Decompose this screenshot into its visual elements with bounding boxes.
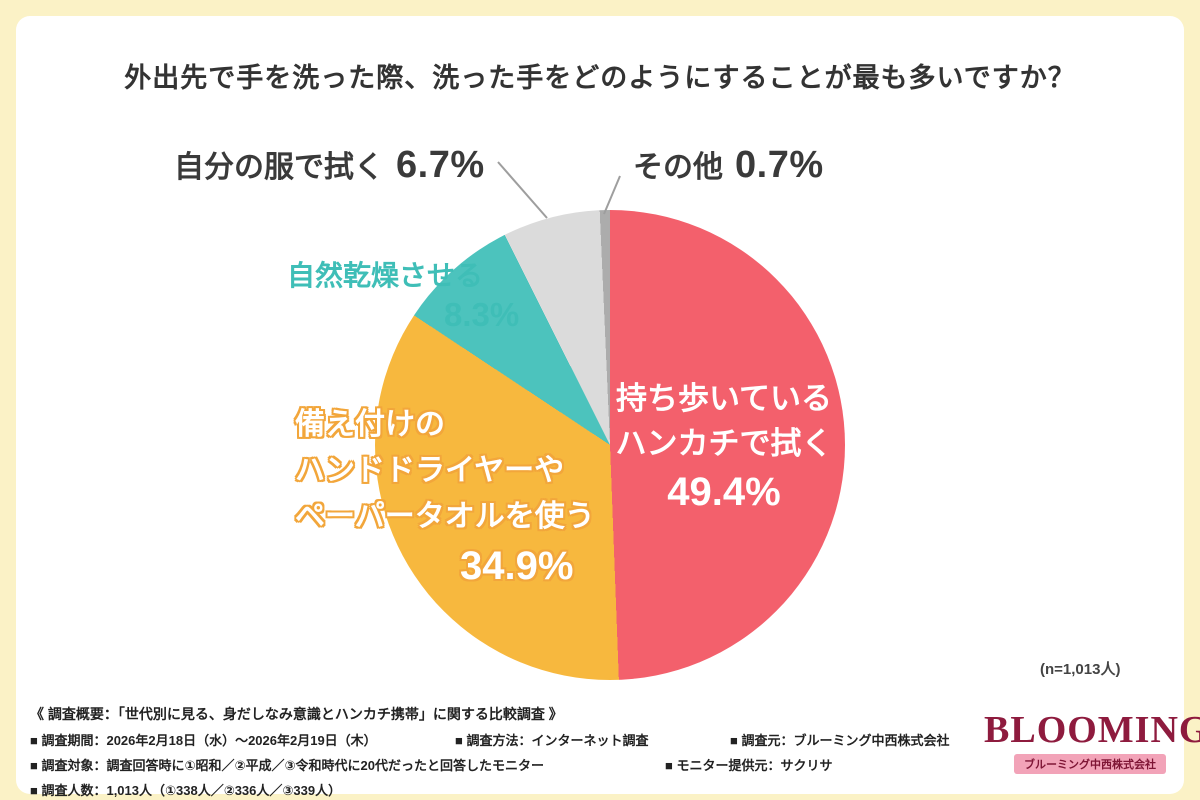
label-handkerchief-line1: 持ち歩いている: [615, 381, 833, 416]
survey-period: ■ 調査期間：2026年2月18日（水）〜2026年2月19日（木）: [30, 733, 377, 748]
sample-size: (n=1,013人): [1040, 661, 1121, 678]
label-own-clothes: 自分の服で拭く 6.7%: [174, 142, 485, 187]
survey-method: ■ 調査方法：インターネット調査: [455, 733, 649, 748]
blooming-company-name: ブルーミング中西株式会社: [1014, 754, 1166, 774]
label-air-dry-pct: 8.3%: [444, 296, 520, 333]
leader-line-other: [603, 175, 621, 215]
label-hand-dryer-line1: 備え付けの: [295, 408, 445, 441]
survey-monitor-provider: ■ モニター提供元：サクリサ: [665, 758, 833, 773]
survey-source: ■ 調査元：ブルーミング中西株式会社: [730, 733, 950, 748]
label-other: その他 0.7%: [633, 142, 824, 187]
survey-overview-heading: 《 調査概要：「世代別に見る、身だしなみ意識とハンカチ携帯」に関する比較調査 》: [30, 706, 563, 722]
label-handkerchief-line2: ハンカチで拭く: [615, 426, 833, 461]
label-hand-dryer: 備え付けの ハンドドライヤーや ペーパータオルを使う 34.9%: [295, 402, 595, 592]
label-air-dry-text: 自然乾燥させる: [287, 260, 484, 291]
label-other-pct: 0.7%: [735, 144, 824, 186]
label-hand-dryer-pct: 34.9%: [460, 544, 574, 588]
content-panel: 外出先で手を洗った際、洗った手をどのようにすることが最も多いですか？ 自分の服で…: [16, 16, 1200, 798]
label-hand-dryer-line3: ペーパータオルを使う: [295, 500, 595, 533]
label-other-text: その他: [633, 151, 723, 184]
blooming-logo-text: BLOOMING: [984, 709, 1200, 751]
pie-chart: [375, 210, 845, 680]
blooming-logo: BLOOMING ブルーミング中西株式会社: [984, 708, 1200, 774]
label-handkerchief: 持ち歩いている ハンカチで拭く 49.4%: [610, 376, 838, 518]
survey-respondents: ■ 調査人数：1,013人（①338人／②336人／③339人）: [30, 783, 342, 798]
label-handkerchief-pct: 49.4%: [667, 470, 781, 514]
chart-title: 外出先で手を洗った際、洗った手をどのようにすることが最も多いですか？: [124, 63, 1076, 93]
label-own-clothes-pct: 6.7%: [396, 144, 485, 186]
leader-line-own-clothes: [497, 161, 548, 219]
label-hand-dryer-line2: ハンドドライヤーや: [295, 454, 565, 487]
label-own-clothes-text: 自分の服で拭く: [174, 151, 384, 184]
survey-target: ■ 調査対象：調査回答時に①昭和／②平成／③令和時代に20代だったと回答したモニ…: [30, 758, 544, 773]
